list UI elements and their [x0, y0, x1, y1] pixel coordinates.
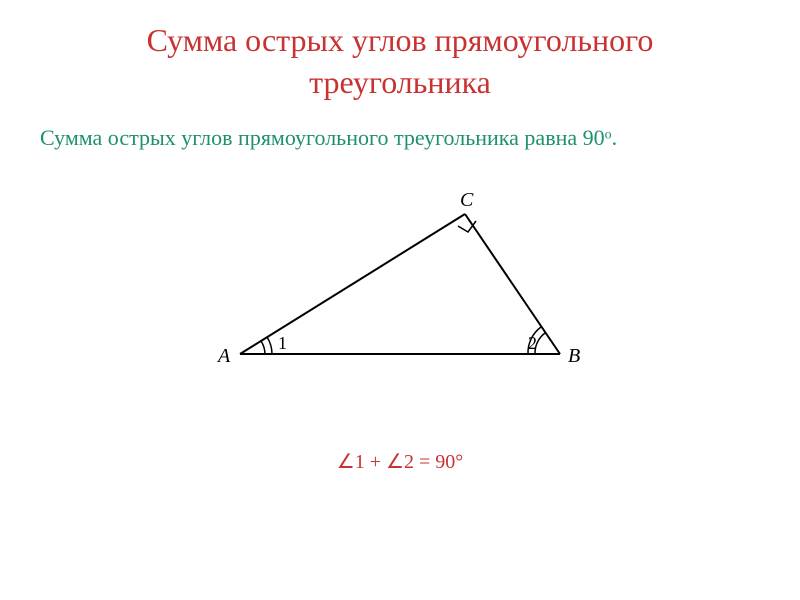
angle-sum-formula: ∠1 + ∠2 = 90°: [0, 449, 800, 474]
theorem-statement: Сумма острых углов прямоугольного треуго…: [0, 103, 800, 154]
side-BC: [465, 214, 560, 354]
formula-plus: +: [365, 451, 386, 473]
angle-2-label: 2: [528, 333, 537, 353]
page-title: Сумма острых углов прямоугольного треуго…: [0, 0, 800, 103]
formula-angle2: 2: [404, 451, 414, 473]
triangle-diagram: A B C 1 2: [0, 164, 800, 444]
angle-1-arc-outer: [267, 337, 272, 354]
vertex-B-label: B: [568, 345, 580, 367]
formula-angle1: 1: [355, 451, 365, 473]
triangle-svg: A B C 1 2: [210, 184, 600, 394]
theorem-text: Сумма острых углов прямоугольного треуго…: [40, 125, 605, 150]
theorem-degree: о: [605, 128, 612, 143]
title-line-2: треугольника: [0, 62, 800, 104]
vertex-C-label: C: [460, 189, 474, 211]
title-line-1: Сумма острых углов прямоугольного: [0, 20, 800, 62]
angle-symbol-1: ∠: [337, 451, 355, 473]
angle-symbol-2: ∠: [386, 451, 404, 473]
vertex-A-label: A: [216, 345, 231, 367]
theorem-period: .: [612, 125, 618, 150]
angle-1-arc-inner: [261, 341, 265, 354]
formula-equals: = 90°: [414, 451, 463, 473]
side-AC: [240, 214, 465, 354]
angle-1-label: 1: [278, 333, 287, 353]
